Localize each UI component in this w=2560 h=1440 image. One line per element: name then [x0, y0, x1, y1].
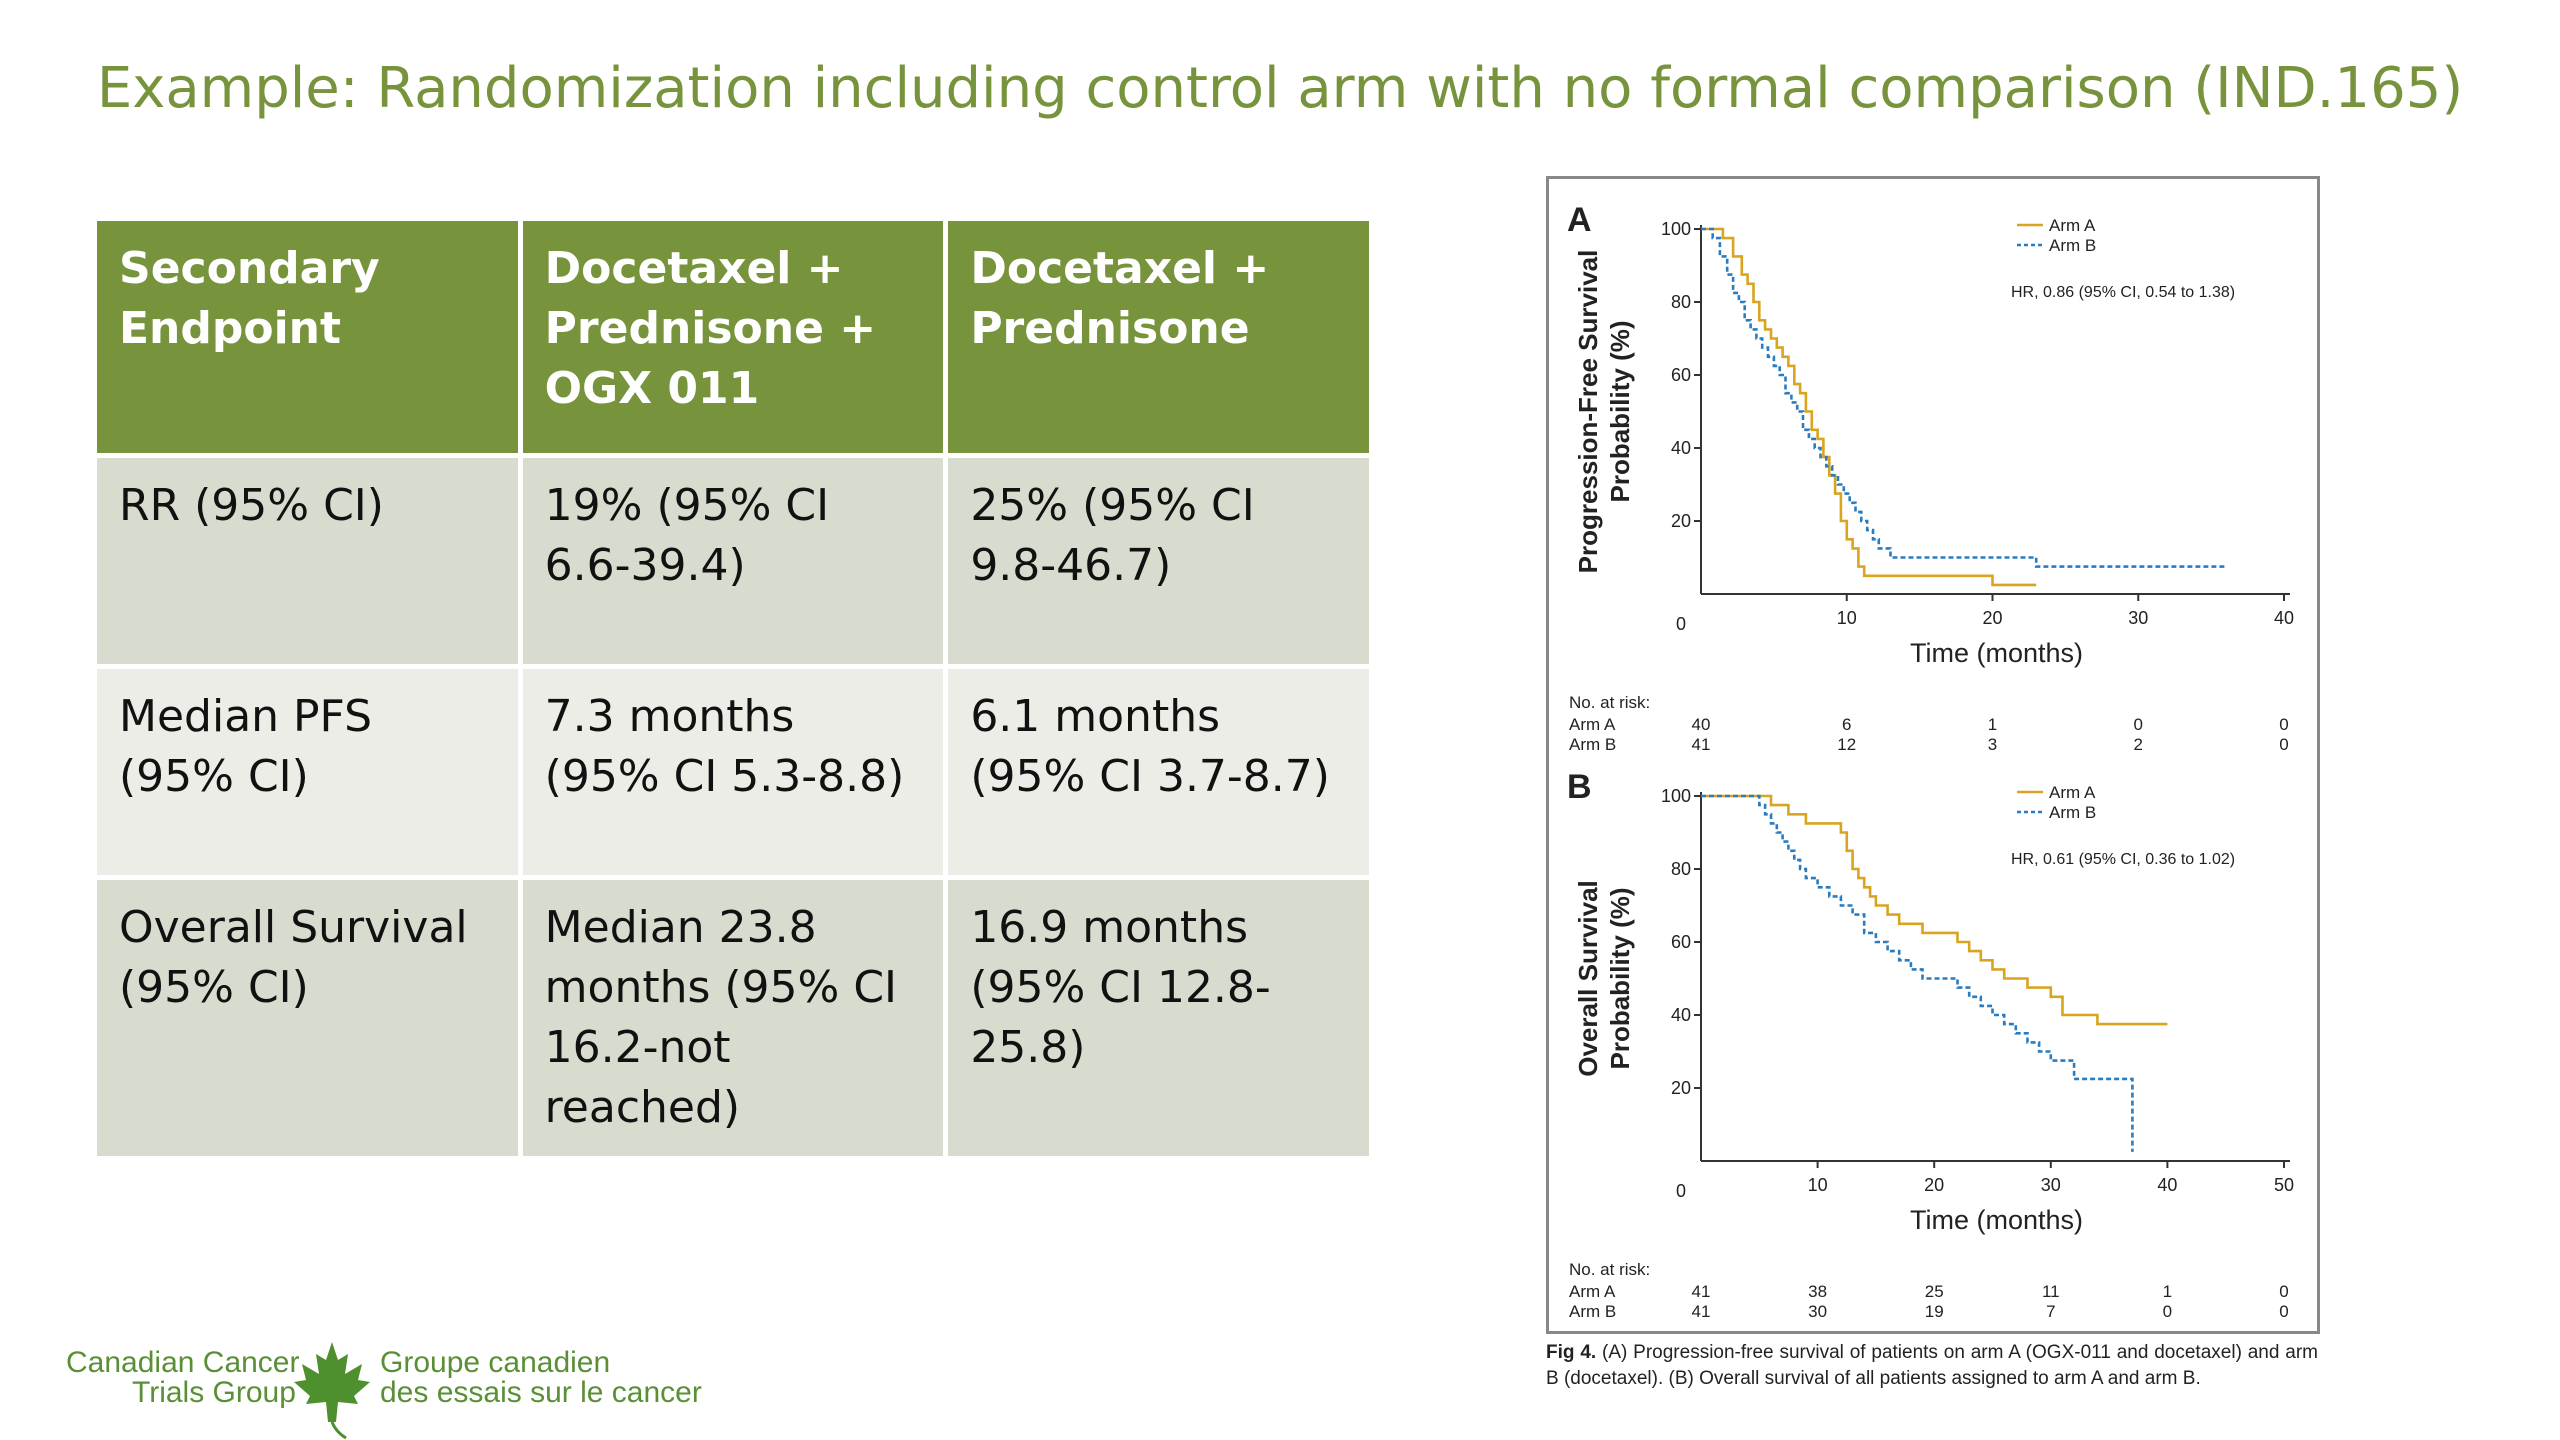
panel-b-y-tick-label: 60 — [1671, 932, 1691, 952]
panel-a-label: A — [1567, 201, 1592, 239]
panel-b-y-tick-label: 100 — [1661, 786, 1691, 806]
panel-b-risk-row-label: Arm B — [1569, 1302, 1616, 1321]
panel-a-y-tick-label: 20 — [1671, 511, 1691, 531]
panel-a-y-axis-label: Progression-Free Survival — [1573, 250, 1603, 574]
panel-a-risk-value: 2 — [2134, 735, 2143, 754]
panel-a-y-tick-label: 40 — [1671, 438, 1691, 458]
panel-b-legend-label: Arm A — [2049, 783, 2096, 802]
caption-text: (A) Progression-free survival of patient… — [1546, 1342, 2318, 1389]
panel-b-y-tick-label: 40 — [1671, 1005, 1691, 1025]
table-cell: Overall Survival (95% CI) — [92, 875, 523, 1161]
panel-a-risk-value: 3 — [1988, 735, 1997, 754]
panel-a-hazard-ratio: HR, 0.86 (95% CI, 0.54 to 1.38) — [2011, 284, 2235, 301]
panel-a-y-tick-label: 80 — [1671, 292, 1691, 312]
header-secondary-endpoint: Secondary Endpoint — [92, 216, 523, 458]
panel-b-risk-value: 25 — [1925, 1282, 1944, 1301]
logo-english-line2: Trials Group — [132, 1376, 296, 1409]
logo-english-line1: Canadian Cancer — [66, 1346, 300, 1379]
panel-b-x-tick-label: 40 — [2157, 1175, 2177, 1195]
table-cell: Median PFS (95% CI) — [92, 664, 523, 880]
panel-b-risk-value: 30 — [1808, 1302, 1827, 1321]
logo-french-line1: Groupe canadien — [380, 1346, 611, 1379]
panel-b-risk-title: No. at risk: — [1569, 1260, 1650, 1279]
panel-b-x-tick-label: 50 — [2274, 1175, 2294, 1195]
slide-title: Example: Randomization including control… — [96, 56, 2464, 121]
header-docetaxel-prednisone-ogx: Docetaxel + Prednisone + OGX 011 — [517, 216, 949, 458]
panel-a-legend-label: Arm A — [2049, 216, 2096, 235]
panel-b-risk-value: 0 — [2279, 1282, 2288, 1301]
table-row: Overall Survival (95% CI) Median 23.8 mo… — [92, 875, 1374, 1161]
panel-a-risk-title: No. at risk: — [1569, 693, 1650, 712]
panel-b-risk-value: 19 — [1925, 1302, 1944, 1321]
panel-a-risk-value: 41 — [1692, 735, 1711, 754]
panel-b-risk-value: 41 — [1692, 1302, 1711, 1321]
panel-b-x-tick-label: 10 — [1808, 1175, 1828, 1195]
panel-a-risk-value: 40 — [1692, 715, 1711, 734]
figure-caption: Fig 4. (A) Progression-free survival of … — [1546, 1340, 2318, 1392]
panel-b-risk-value: 41 — [1692, 1282, 1711, 1301]
table-cell: 16.9 months (95% CI 12.8-25.8) — [943, 875, 1374, 1161]
table-row: RR (95% CI) 19% (95% CI 6.6-39.4) 25% (9… — [92, 453, 1374, 669]
panel-b-risk-value: 38 — [1808, 1282, 1827, 1301]
panel-a-risk-value: 12 — [1837, 735, 1856, 754]
panel-a-risk-value: 1 — [1988, 715, 1997, 734]
panel-b-y-axis-label: Overall Survival — [1573, 880, 1603, 1077]
panel-a-risk-row-label: Arm B — [1569, 735, 1616, 754]
panel-b-legend-label: Arm B — [2049, 803, 2096, 822]
table-cell: 19% (95% CI 6.6-39.4) — [517, 453, 949, 669]
panel-a-y-tick-label: 100 — [1661, 219, 1691, 239]
panel-a-x-tick-label: 20 — [1982, 608, 2002, 628]
panel-a-risk-value: 0 — [2279, 715, 2288, 734]
kaplan-meier-figure: A 20 40 60 80 100 0 10 20 30 40 Time (months) Progre… — [1546, 176, 2320, 1334]
panel-a-curve-arm-a — [1701, 227, 2037, 587]
table-header-row: Secondary Endpoint Docetaxel + Prednison… — [92, 216, 1374, 458]
table-cell: 25% (95% CI 9.8-46.7) — [943, 453, 1374, 669]
panel-a-x-tick-label: 30 — [2128, 608, 2148, 628]
table-cell: 7.3 months (95% CI 5.3-8.8) — [517, 664, 949, 880]
panel-b-label: B — [1567, 768, 1592, 806]
header-docetaxel-prednisone: Docetaxel + Prednisone — [943, 216, 1374, 458]
panel-a-curve-arm-b — [1701, 227, 2226, 568]
caption-lead: Fig 4. — [1546, 1342, 1597, 1363]
panel-a-legend-label: Arm B — [2049, 236, 2096, 255]
panel-b-x-tick-label: 30 — [2041, 1175, 2061, 1195]
panel-a-y-tick-label: 60 — [1671, 365, 1691, 385]
panel-b-risk-value: 11 — [2042, 1282, 2060, 1301]
panel-b-y-tick-label: 20 — [1671, 1078, 1691, 1098]
panel-b-curve-arm-b — [1701, 794, 2134, 1152]
panel-a-x-tick-label: 10 — [1837, 608, 1857, 628]
table-row: Median PFS (95% CI) 7.3 months (95% CI 5… — [92, 664, 1374, 880]
panel-b-x-axis-label: Time (months) — [1910, 1205, 2083, 1235]
panel-a-x-tick-label: 40 — [2274, 608, 2294, 628]
panel-a-risk-value: 0 — [2134, 715, 2143, 734]
panel-a-x-axis-label: Time (months) — [1910, 638, 2083, 668]
secondary-endpoints-table: Secondary Endpoint Docetaxel + Prednison… — [92, 216, 1374, 1161]
panel-b-origin-label: 0 — [1676, 1181, 1686, 1201]
logo-french-line2: des essais sur le cancer — [380, 1376, 702, 1409]
table-cell: RR (95% CI) — [92, 453, 523, 669]
panel-b-curve-arm-a — [1701, 794, 2168, 1026]
panel-a-risk-value: 6 — [1842, 715, 1851, 734]
panel-b-risk-row-label: Arm A — [1569, 1282, 1616, 1301]
cctg-logo: Canadian Cancer Trials Group Groupe cana… — [66, 1340, 706, 1440]
panel-b-risk-value: 0 — [2163, 1302, 2172, 1321]
panel-b-risk-value: 7 — [2046, 1302, 2055, 1321]
panel-b-hazard-ratio: HR, 0.61 (95% CI, 0.36 to 1.02) — [2011, 851, 2235, 868]
panel-b-x-tick-label: 20 — [1924, 1175, 1944, 1195]
maple-leaf-icon — [294, 1342, 370, 1440]
panel-a-origin-label: 0 — [1676, 614, 1686, 634]
panel-a-y-axis-label: Probability (%) — [1605, 320, 1635, 502]
panel-b-y-axis-label: Probability (%) — [1605, 887, 1635, 1069]
table-cell: Median 23.8 months (95% CI 16.2-not reac… — [517, 875, 949, 1161]
panel-a-risk-row-label: Arm A — [1569, 715, 1616, 734]
table-cell: 6.1 months (95% CI 3.7-8.7) — [943, 664, 1374, 880]
panel-a-risk-value: 0 — [2279, 735, 2288, 754]
panel-b-y-tick-label: 80 — [1671, 859, 1691, 879]
panel-b-risk-value: 1 — [2163, 1282, 2172, 1301]
panel-b-risk-value: 0 — [2279, 1302, 2288, 1321]
